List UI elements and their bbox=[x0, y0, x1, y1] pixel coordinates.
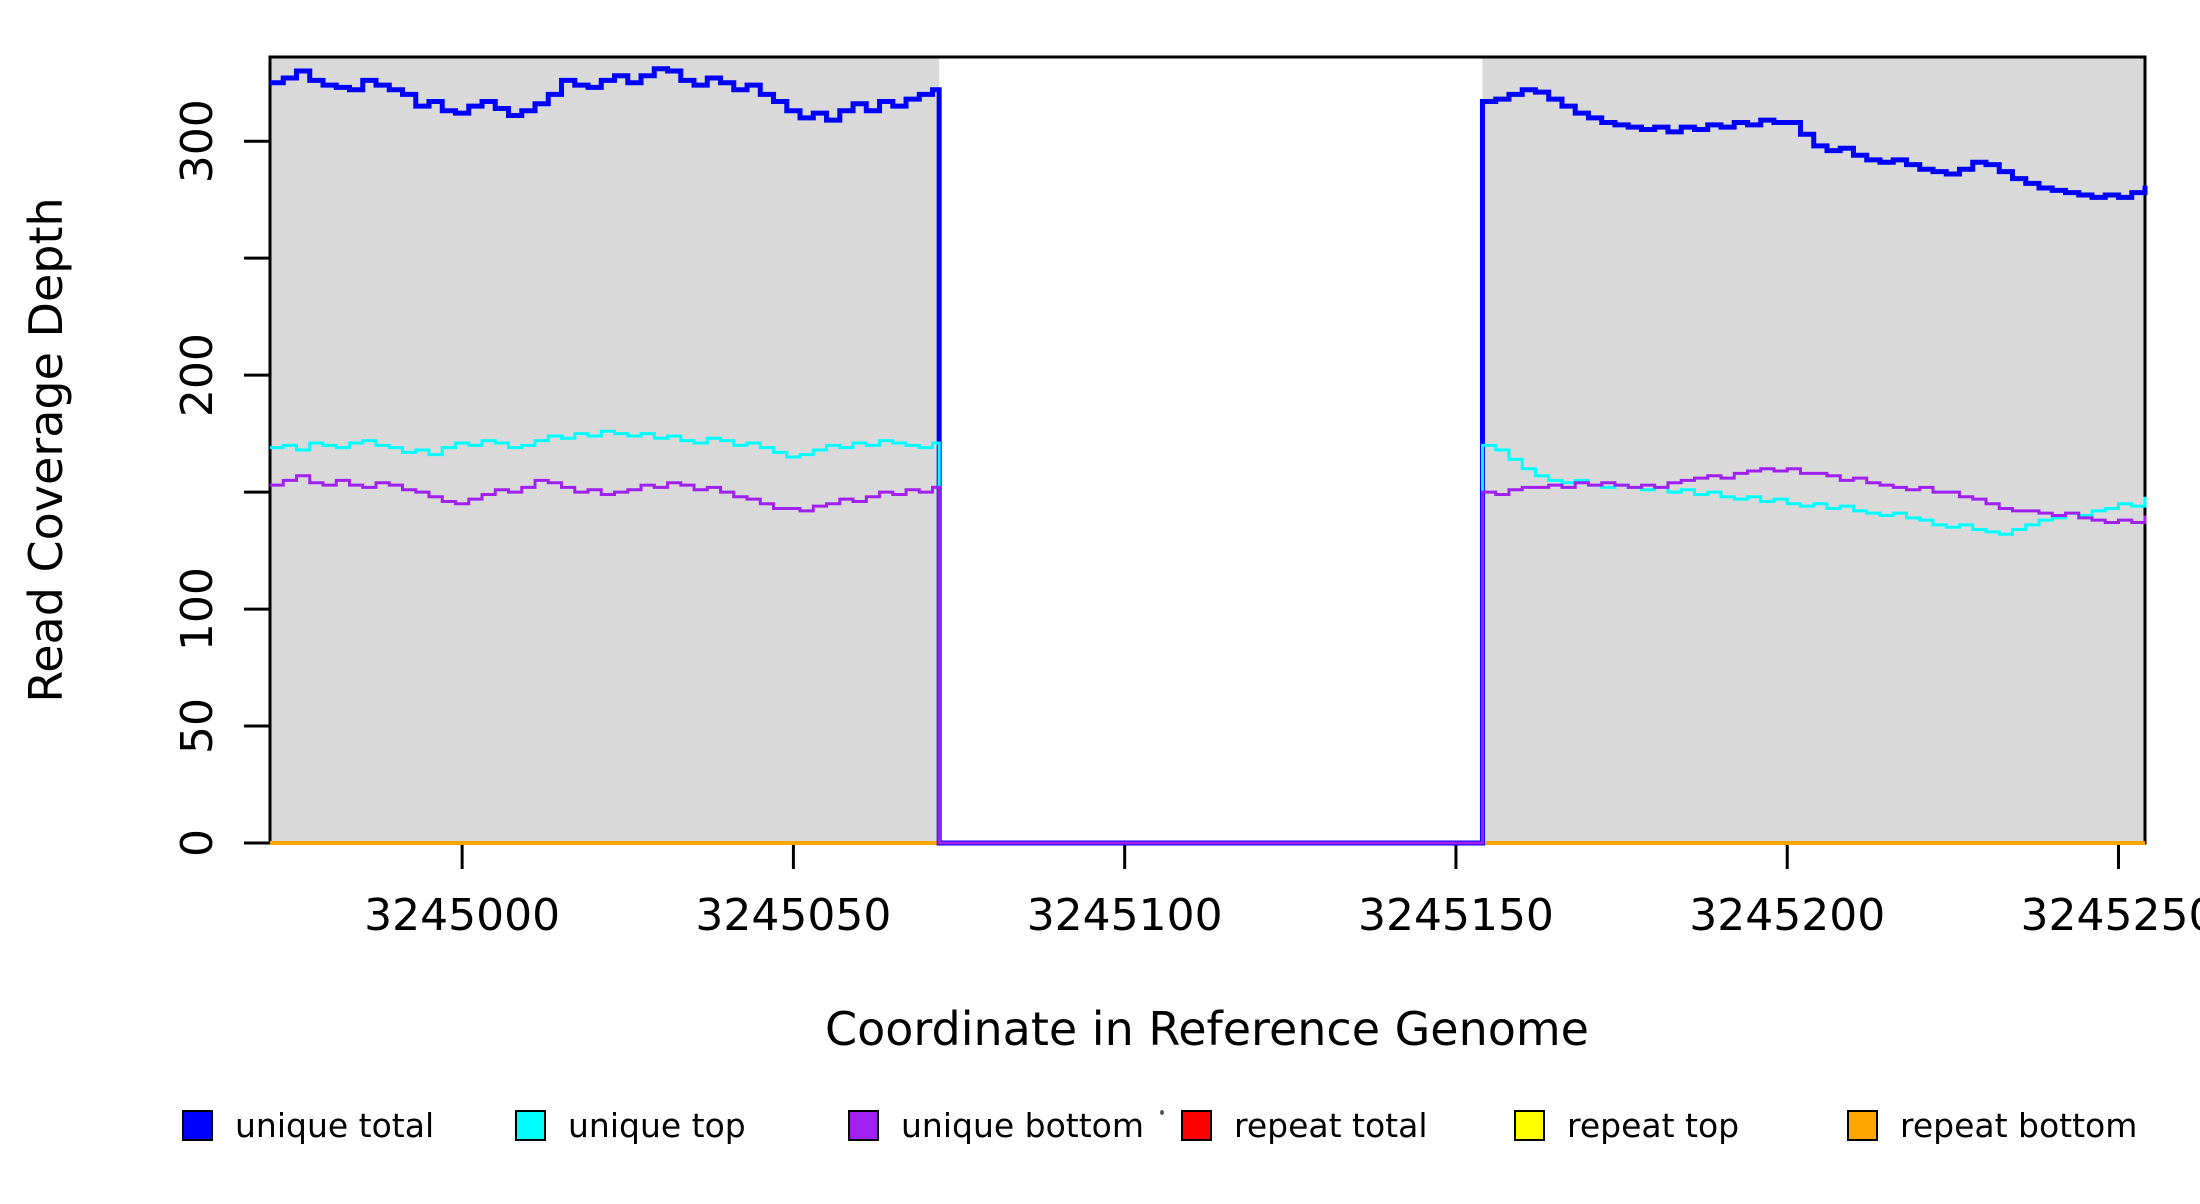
legend-label: unique bottom bbox=[901, 1106, 1145, 1145]
y-tick-label: 100 bbox=[172, 567, 223, 651]
legend-swatch-unique-bottom bbox=[848, 1110, 879, 1141]
legend-swatch-unique-top bbox=[515, 1110, 546, 1141]
y-tick-label: 300 bbox=[172, 99, 223, 183]
legend-swatch-repeat-bottom bbox=[1847, 1110, 1878, 1141]
y-tick-label: 50 bbox=[172, 698, 223, 754]
legend-label: repeat top bbox=[1567, 1106, 1740, 1145]
y-tick-label: 0 bbox=[172, 829, 223, 857]
legend-label: unique top bbox=[568, 1106, 746, 1145]
legend-swatch-unique-total bbox=[182, 1110, 213, 1141]
legend-item-repeat-top: repeat top bbox=[1514, 1106, 1847, 1145]
legend-item-unique-top: unique top bbox=[515, 1106, 848, 1145]
legend-item-repeat-total: repeat total bbox=[1181, 1106, 1514, 1145]
series-unique-bottom bbox=[270, 467, 2147, 845]
x-tick-label: 3245250 bbox=[2021, 890, 2200, 941]
x-tick-label: 3245000 bbox=[364, 890, 560, 941]
legend-label: repeat bottom bbox=[1900, 1106, 2138, 1145]
legend-label: repeat total bbox=[1234, 1106, 1428, 1145]
x-tick-label: 3245100 bbox=[1027, 890, 1223, 941]
legend-swatch-repeat-total bbox=[1181, 1110, 1212, 1141]
x-tick-label: 3245050 bbox=[695, 890, 891, 941]
legend-item-unique-total: unique total bbox=[182, 1106, 515, 1145]
y-tick-label: 200 bbox=[172, 333, 223, 417]
legend-item-unique-bottom: unique bottom bbox=[848, 1106, 1181, 1145]
x-tick-label: 3245200 bbox=[1689, 890, 1885, 941]
y-axis-title: Read Coverage Depth bbox=[19, 197, 73, 702]
shaded-region bbox=[270, 57, 940, 843]
legend-item-repeat-bottom: repeat bottom bbox=[1847, 1106, 2180, 1145]
shaded-region bbox=[1482, 57, 2145, 843]
legend-label: unique total bbox=[235, 1106, 435, 1145]
stray-mark-dot bbox=[1160, 1110, 1164, 1115]
x-axis-title: Coordinate in Reference Genome bbox=[825, 1002, 1589, 1056]
x-tick-label: 3245150 bbox=[1358, 890, 1554, 941]
legend-swatch-repeat-top bbox=[1514, 1110, 1545, 1141]
chart-legend: unique total unique top unique bottom repea… bbox=[182, 1106, 2180, 1145]
